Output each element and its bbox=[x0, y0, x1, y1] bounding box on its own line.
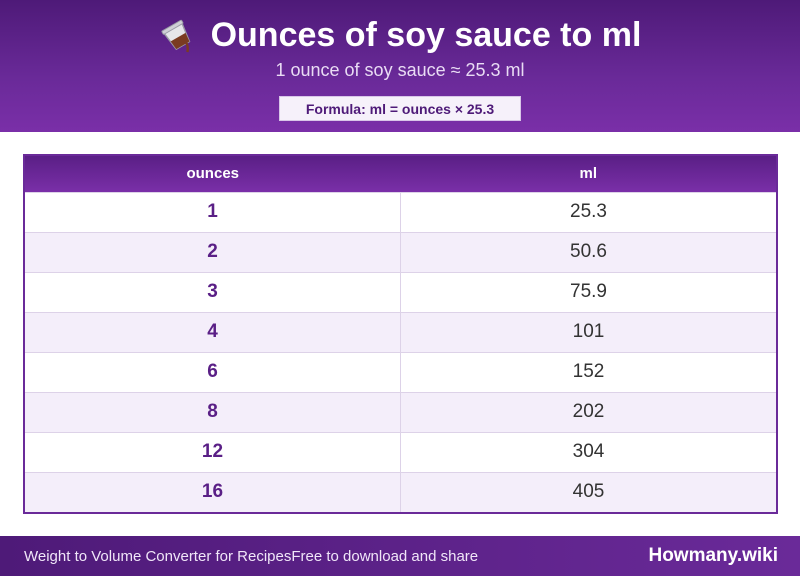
header: Ounces of soy sauce to ml 1 ounce of soy… bbox=[0, 0, 800, 132]
ml-cell: 101 bbox=[400, 311, 776, 352]
table-row: 2 50.6 bbox=[25, 231, 776, 272]
ounces-cell: 12 bbox=[25, 431, 401, 472]
brand-logo[interactable]: Howmany.wiki bbox=[648, 545, 778, 566]
table-header-row: ounces ml bbox=[25, 156, 776, 192]
formula-badge: Formula: ml = ounces × 25.3 bbox=[279, 96, 521, 121]
ounces-cell: 4 bbox=[25, 311, 401, 352]
ml-cell: 25.3 bbox=[400, 191, 776, 232]
ounces-cell: 3 bbox=[25, 271, 401, 312]
table-row: 3 75.9 bbox=[25, 271, 776, 312]
page-title: Ounces of soy sauce to ml bbox=[210, 15, 642, 54]
table-row: 4 101 bbox=[25, 311, 776, 352]
footer-tagline: Weight to Volume Converter for RecipesFr… bbox=[24, 547, 479, 565]
title-row: Ounces of soy sauce to ml bbox=[0, 12, 800, 58]
column-header-ml: ml bbox=[579, 165, 597, 183]
ml-cell: 75.9 bbox=[400, 271, 776, 312]
conversion-table: ounces ml 1 25.3 2 50.6 3 75.9 4 101 6 bbox=[23, 154, 778, 514]
ml-cell: 152 bbox=[400, 351, 776, 392]
table-row: 6 152 bbox=[25, 351, 776, 392]
ml-cell: 50.6 bbox=[400, 231, 776, 272]
ml-cell: 202 bbox=[400, 391, 776, 432]
footer: Weight to Volume Converter for RecipesFr… bbox=[0, 536, 800, 576]
ounces-cell: 1 bbox=[25, 191, 401, 232]
ounces-cell: 2 bbox=[25, 231, 401, 272]
subtitle: 1 ounce of soy sauce ≈ 25.3 ml bbox=[275, 60, 525, 80]
table-row: 16 405 bbox=[25, 471, 776, 512]
table-row: 1 25.3 bbox=[25, 191, 776, 232]
ml-cell: 304 bbox=[400, 431, 776, 472]
ounces-cell: 6 bbox=[25, 351, 401, 392]
table-row: 12 304 bbox=[25, 431, 776, 472]
ml-cell: 405 bbox=[400, 471, 776, 512]
ounces-cell: 8 bbox=[25, 391, 401, 432]
ounces-cell: 16 bbox=[25, 471, 401, 512]
column-header-ounces: ounces bbox=[186, 165, 239, 183]
pouring-cup-icon bbox=[161, 19, 190, 53]
table-row: 8 202 bbox=[25, 391, 776, 432]
